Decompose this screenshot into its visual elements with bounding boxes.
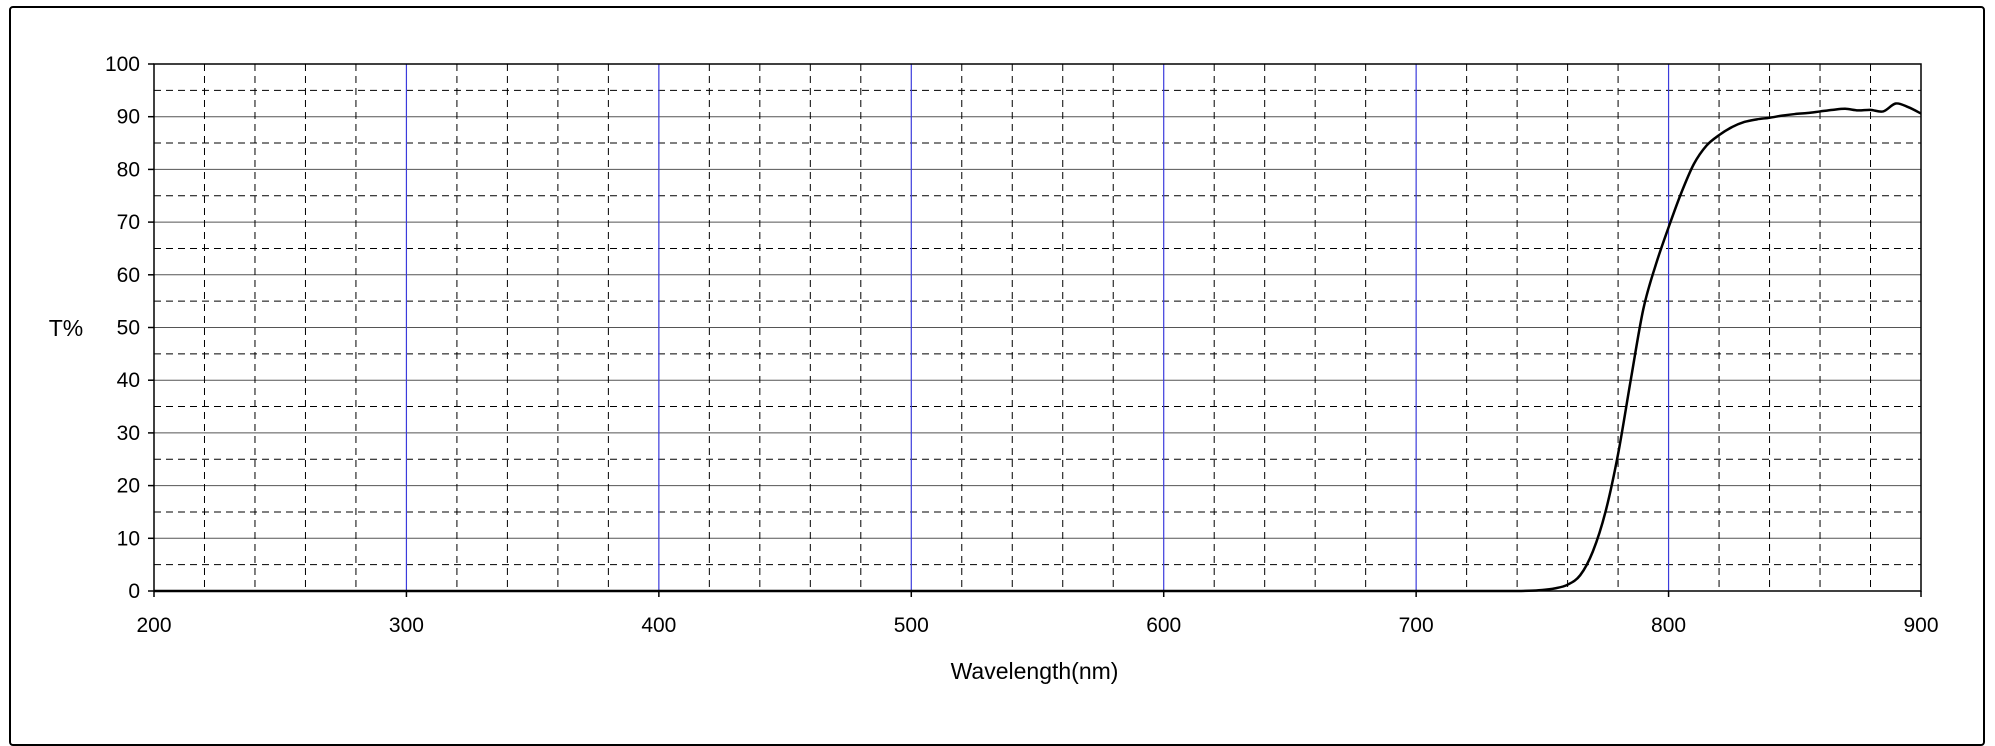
y-tick-label: 30 bbox=[117, 422, 140, 445]
y-tick-label: 40 bbox=[117, 369, 140, 392]
chart-frame bbox=[9, 6, 1985, 746]
y-tick-label: 80 bbox=[117, 158, 140, 181]
y-tick-label: 60 bbox=[117, 264, 140, 287]
x-tick-label: 800 bbox=[1651, 614, 1686, 637]
y-tick-label: 90 bbox=[117, 106, 140, 129]
x-tick-label: 700 bbox=[1399, 614, 1434, 637]
x-tick-label: 300 bbox=[389, 614, 424, 637]
tick-labels: 0 10 20 30 40 50 60 70 80 90 100 200 300 400 500 600 700… bbox=[105, 53, 1939, 637]
transmission-curve bbox=[154, 102, 1922, 593]
x-tick-label: 200 bbox=[136, 614, 171, 637]
y-tick-label: 70 bbox=[117, 211, 140, 234]
y-tick-label: 100 bbox=[105, 53, 140, 76]
y-tick-label: 10 bbox=[117, 527, 140, 550]
y-tick-label: 0 bbox=[128, 580, 140, 603]
y-tick-label: 20 bbox=[117, 475, 140, 498]
grid-layer bbox=[154, 64, 1921, 591]
y-tick-label: 50 bbox=[117, 317, 140, 340]
y-axis-title: T% bbox=[49, 315, 84, 341]
x-tick-label: 500 bbox=[894, 614, 929, 637]
x-tick-label: 400 bbox=[641, 614, 676, 637]
x-axis-title: Wavelength(nm) bbox=[951, 658, 1119, 684]
x-tick-label: 900 bbox=[1903, 614, 1938, 637]
x-tick-label: 600 bbox=[1146, 614, 1181, 637]
